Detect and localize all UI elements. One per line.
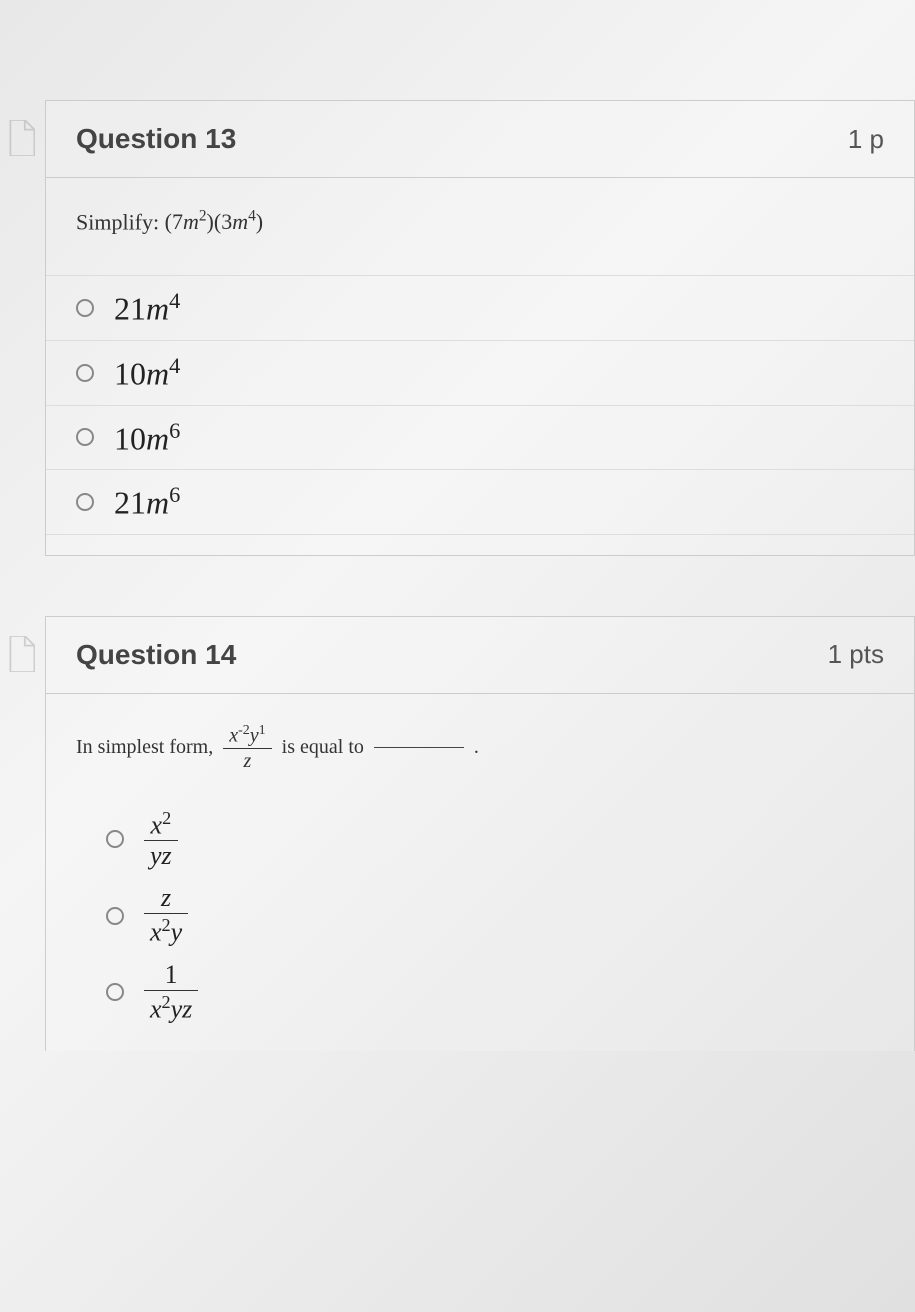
question-14-row: Question 14 1 pts In simplest form, x-2y… <box>5 616 915 1051</box>
radio-icon[interactable] <box>106 907 124 925</box>
question-13-title: Question 13 <box>76 123 236 155</box>
option-13-d[interactable]: 21m6 <box>46 469 914 535</box>
prompt-prefix: Simplify: <box>76 209 165 234</box>
option-14-c-label: 1 x2yz <box>144 962 198 1023</box>
question-14-points: 1 pts <box>828 639 884 670</box>
radio-icon[interactable] <box>106 830 124 848</box>
question-13-prompt: Simplify: (7m2)(3m4) <box>76 208 884 235</box>
question-13-header: Question 13 1 p <box>46 101 914 178</box>
question-14-header: Question 14 1 pts <box>46 617 914 694</box>
prompt-fraction: x-2y1 z <box>223 724 271 771</box>
option-13-b[interactable]: 10m4 <box>46 340 914 405</box>
option-14-b-label: z x2y <box>144 885 188 946</box>
question-13-row: Question 13 1 p Simplify: (7m2)(3m4) 21m… <box>5 100 915 556</box>
question-14-title: Question 14 <box>76 639 236 671</box>
radio-icon[interactable] <box>76 299 94 317</box>
option-13-c[interactable]: 10m6 <box>46 405 914 470</box>
option-13-a-label: 21m4 <box>114 288 180 328</box>
option-14-b[interactable]: z x2y <box>76 877 884 954</box>
document-icon <box>5 636 35 672</box>
prompt-prefix: In simplest form, <box>76 736 213 759</box>
option-13-b-label: 10m4 <box>114 353 180 393</box>
question-13-options: 21m4 10m4 10m6 21m6 <box>46 275 914 535</box>
option-13-c-label: 10m6 <box>114 418 180 458</box>
radio-icon[interactable] <box>76 428 94 446</box>
document-icon <box>5 120 35 156</box>
radio-icon[interactable] <box>76 364 94 382</box>
option-13-d-label: 21m6 <box>114 482 180 522</box>
option-14-a-label: x2 yz <box>144 809 178 870</box>
radio-icon[interactable] <box>76 493 94 511</box>
radio-icon[interactable] <box>106 983 124 1001</box>
question-14-block: Question 14 1 pts In simplest form, x-2y… <box>45 616 915 1051</box>
option-13-a[interactable]: 21m4 <box>46 275 914 340</box>
question-13-points: 1 p <box>848 124 884 155</box>
option-14-a[interactable]: x2 yz <box>76 801 884 878</box>
question-14-options: x2 yz z x2y <box>76 801 884 1031</box>
prompt-suffix: is equal to <box>282 736 364 759</box>
option-14-c[interactable]: 1 x2yz <box>76 954 884 1031</box>
question-13-block: Question 13 1 p Simplify: (7m2)(3m4) 21m… <box>45 100 915 556</box>
blank-line <box>374 747 464 748</box>
prompt-expression: (7m2)(3m4) <box>165 209 264 234</box>
question-14-prompt: In simplest form, x-2y1 z is equal to . <box>76 724 884 771</box>
